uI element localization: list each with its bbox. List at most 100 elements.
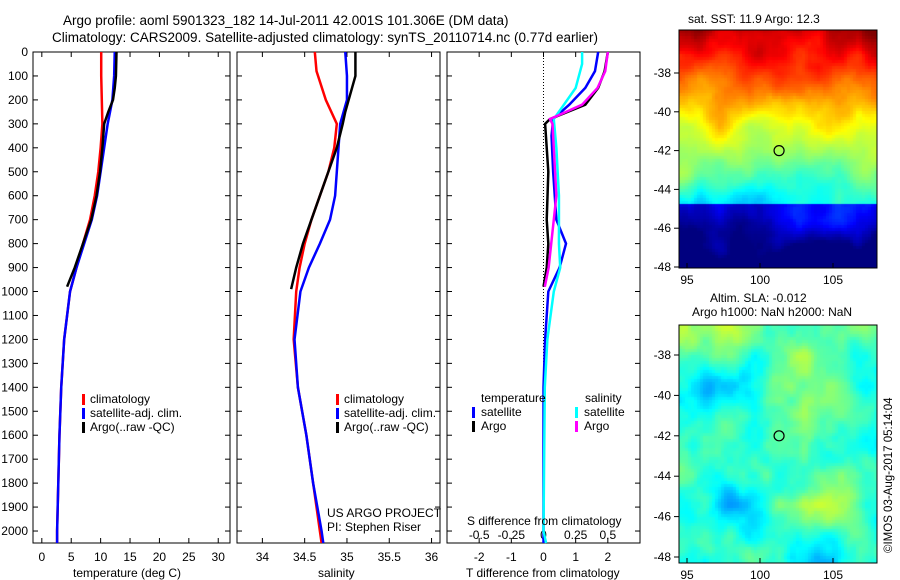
sla-map-subtitle: Argo h1000: NaN h2000: NaN: [692, 305, 853, 319]
x-tick-label: 35.5: [378, 550, 402, 564]
map-x-tick-label: 100: [750, 568, 770, 580]
series-line-argo: [65, 51, 118, 288]
y-tick-label: 1900: [1, 500, 28, 514]
map-frame: [678, 324, 878, 564]
argo-location-marker: [773, 430, 785, 442]
map-y-tick-label: -46: [654, 221, 672, 235]
panel-frame: [32, 51, 231, 544]
sst-map-title: sat. SST: 11.9 Argo: 12.3: [688, 12, 820, 26]
series-line-satellite-adj.: [293, 51, 349, 544]
title-line2: Climatology: CARS2009. Satellite-adjuste…: [52, 30, 599, 45]
y-tick-label: 900: [8, 261, 28, 275]
map-y-tick-label: -38: [654, 66, 672, 80]
map-x-tick-label: 95: [680, 273, 694, 287]
y-tick-label: 800: [8, 237, 28, 251]
x-tick-label: 2: [604, 550, 611, 564]
y-tick-label: 1400: [1, 380, 28, 394]
x-tick-label: 15: [123, 550, 137, 564]
legend-swatch: [575, 407, 578, 418]
temp-xlabel: temperature (deg C): [73, 566, 182, 580]
sal-xlabel: salinity: [318, 566, 355, 580]
map-y-tick-label: -44: [654, 469, 672, 483]
x2-tick-label: 0.5: [599, 528, 616, 542]
x-tick-label: 5: [68, 550, 75, 564]
legend-swatch: [82, 422, 85, 433]
y-tick-label: 500: [8, 165, 28, 179]
legend-label: Argo(..raw -QC): [344, 420, 429, 434]
y-tick-label: 1600: [1, 428, 28, 442]
legend-label: satellite: [481, 405, 522, 419]
series-line-s-argo: [543, 51, 610, 287]
series-line-t-satellite: [542, 51, 600, 543]
map-x-tick-label: 105: [823, 273, 843, 287]
x-tick-label: 0: [540, 550, 547, 564]
sst-map: [679, 30, 877, 268]
legend-label: climatology: [90, 392, 150, 406]
legend-swatch: [82, 394, 85, 405]
y-tick-label: 1700: [1, 452, 28, 466]
project-label: US ARGO PROJECT: [327, 506, 442, 520]
x-tick-label: -2: [474, 550, 485, 564]
y-tick-label: 700: [8, 213, 28, 227]
legend-label: Argo: [584, 419, 610, 433]
map-y-tick-label: -42: [654, 144, 672, 158]
x-tick-label: 34: [256, 550, 270, 564]
legend-swatch: [336, 408, 339, 419]
pi-label: PI: Stephen Riser: [327, 520, 422, 534]
map-x-tick-label: 105: [823, 568, 843, 580]
argo-location-marker: [773, 145, 785, 157]
x-tick-label: -1: [506, 550, 517, 564]
y-tick-label: 1000: [1, 285, 28, 299]
legend-swatch: [336, 394, 339, 405]
map-y-tick-label: -38: [654, 348, 672, 362]
x-tick-label: 30: [212, 550, 226, 564]
y-tick-label: 200: [8, 93, 28, 107]
y-tick-label: 600: [8, 189, 28, 203]
y-tick-label: 1500: [1, 404, 28, 418]
x-tick-label: 35: [340, 550, 354, 564]
title-line1: Argo profile: aoml 5901323_182 14-Jul-20…: [63, 13, 509, 28]
legend-swatch: [575, 421, 578, 432]
legend-label: salinity: [585, 391, 622, 405]
series-line-argo: [289, 52, 357, 290]
legend-label: Argo: [481, 419, 507, 433]
x-tick-label: 34.5: [293, 550, 317, 564]
x-tick-label: 20: [153, 550, 167, 564]
map-x-tick-label: 95: [680, 568, 694, 580]
y-tick-label: 100: [8, 69, 28, 83]
y-tick-label: 1200: [1, 332, 28, 346]
map-y-tick-label: -40: [654, 388, 672, 402]
legend-swatch: [472, 421, 475, 432]
sla-map: [679, 325, 877, 563]
credit: ©IMOS 03-Aug-2017 05:14:04: [883, 397, 895, 553]
x-tick-label: 36: [425, 550, 439, 564]
y-tick-label: 2000: [1, 524, 28, 538]
map-y-tick-label: -42: [654, 429, 672, 443]
y-tick-label: 400: [8, 141, 28, 155]
map-y-tick-label: -48: [654, 260, 672, 274]
legend-label: Argo(..raw -QC): [90, 420, 175, 434]
legend-swatch: [472, 407, 475, 418]
map-y-tick-label: -40: [654, 105, 672, 119]
diff-xlabel: T difference from climatology: [466, 566, 620, 580]
map-x-tick-label: 100: [750, 273, 770, 287]
y-tick-label: 1300: [1, 356, 28, 370]
legend-swatch: [336, 422, 339, 433]
map-y-tick-label: -46: [654, 510, 672, 524]
legend-label: temperature: [481, 391, 546, 405]
y-tick-label: 300: [8, 117, 28, 131]
y-tick-label: 1100: [2, 308, 28, 322]
y-tick-label: 1800: [1, 476, 28, 490]
map-y-tick-label: -48: [654, 550, 672, 564]
sla-map-title: Altim. SLA: -0.012: [710, 291, 807, 305]
map-y-tick-label: -44: [654, 182, 672, 196]
x-tick-label: 10: [94, 550, 108, 564]
y-tick-label: 0: [21, 45, 28, 59]
series-line-s-satellite: [542, 52, 584, 544]
legend-label: climatology: [344, 392, 404, 406]
diff-x2label: S difference from climatology: [467, 514, 622, 528]
legend-swatch: [82, 408, 85, 419]
